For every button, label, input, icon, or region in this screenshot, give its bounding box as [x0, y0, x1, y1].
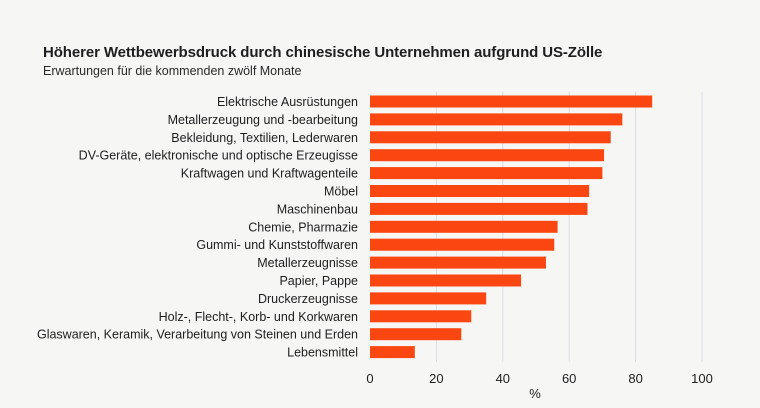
category-label: Druckerzeugnisse: [258, 292, 358, 306]
bar: [370, 346, 415, 359]
category-label: Holz-, Flecht-, Korb- und Korkwaren: [159, 310, 358, 324]
x-axis-title: %: [529, 386, 541, 401]
category-label: Lebensmittel: [287, 346, 358, 360]
bar: [370, 149, 605, 162]
category-label: Elektrische Ausrüstungen: [217, 95, 358, 109]
category-label: Möbel: [324, 185, 358, 199]
x-tick-label: 80: [628, 371, 642, 386]
x-tick-label: 20: [429, 371, 443, 386]
bar: [370, 292, 487, 305]
bar: [370, 220, 558, 233]
bar: [370, 131, 611, 144]
category-label: Kraftwagen und Kraftwagenteile: [181, 167, 358, 181]
x-tick-label: 100: [691, 371, 713, 386]
x-tick-label: 40: [496, 371, 510, 386]
category-labels: Elektrische Ausrüstungen Metallerzeugung …: [37, 95, 358, 360]
category-label: Glaswaren, Keramik, Verarbeitung von Ste…: [37, 328, 358, 342]
bar: [370, 202, 588, 215]
bar: [370, 113, 623, 126]
category-label: Papier, Pappe: [279, 274, 358, 288]
category-label: Chemie, Pharmazie: [248, 220, 358, 234]
category-label: DV-Geräte, elektronische und optische Er…: [79, 149, 358, 163]
bar: [370, 95, 653, 108]
bar: [370, 274, 522, 287]
bar: [370, 328, 462, 341]
bar: [370, 167, 603, 180]
category-label: Metallerzeugung und -bearbeitung: [168, 113, 358, 127]
category-label: Maschinenbau: [277, 202, 358, 216]
category-label: Bekleidung, Textilien, Lederwaren: [171, 131, 358, 145]
chart-title: Höherer Wettbewerbsdruck durch chinesisc…: [43, 44, 603, 61]
x-tick-label: 0: [366, 371, 373, 386]
chart-subtitle: Erwartungen für die kommenden zwölf Mona…: [43, 64, 302, 78]
bar: [370, 238, 555, 251]
bar: [370, 256, 546, 269]
x-tick-labels: 0 20 40 60 80 100: [366, 371, 712, 386]
x-tick-label: 60: [562, 371, 576, 386]
bar: [370, 185, 590, 197]
category-label: Metallerzeugnisse: [257, 256, 358, 270]
category-label: Gummi- und Kunststoffwaren: [196, 238, 358, 252]
bar: [370, 310, 472, 323]
bars: [370, 95, 653, 359]
